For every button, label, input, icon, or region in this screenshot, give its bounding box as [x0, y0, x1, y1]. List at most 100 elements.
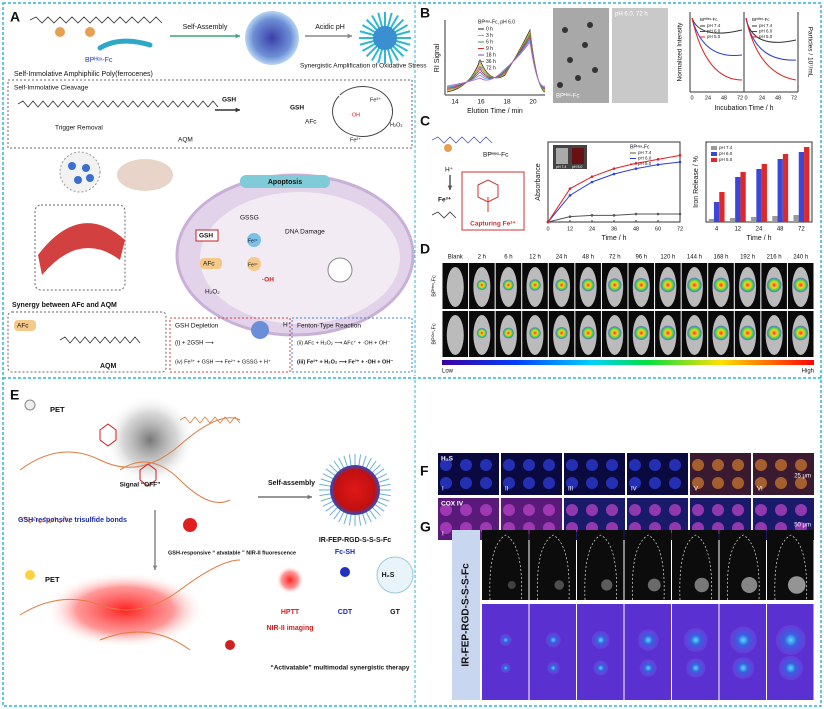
outline [489, 534, 523, 601]
particle [562, 27, 568, 33]
x-tick-label: 60 [655, 226, 661, 232]
arrow-head [347, 33, 352, 39]
label: AFc [17, 323, 29, 330]
label: Fe³⁺ [248, 262, 259, 268]
label: Fe²⁺ [350, 136, 361, 143]
label: pH 7.4 [759, 23, 773, 28]
label: ·OH [262, 277, 274, 284]
image [624, 604, 671, 700]
label: Fe³⁺ [370, 96, 381, 103]
trace [691, 17, 743, 81]
marker [612, 172, 616, 176]
ferrocene [444, 144, 452, 152]
bar [777, 159, 783, 222]
x-tick-label: 72 [677, 226, 683, 232]
signal [593, 660, 609, 676]
cell [732, 459, 744, 471]
molecule [59, 336, 141, 344]
box [7, 79, 413, 149]
mouse-image [446, 315, 464, 355]
cell [692, 459, 704, 471]
label: BPᴴᵉˣ-Fc [700, 17, 718, 22]
label: Iron Release / % [693, 156, 700, 208]
signal [687, 325, 702, 341]
box [461, 171, 525, 231]
box [34, 204, 126, 291]
label: 20 [529, 99, 537, 106]
time-label: 192 h [740, 255, 755, 261]
label: 18 h [486, 52, 496, 58]
glow [105, 395, 195, 485]
label: DNA Damage [285, 229, 325, 236]
label: GSH [290, 105, 304, 112]
bar [761, 164, 767, 222]
cell [480, 504, 492, 516]
column-label: V [694, 487, 698, 493]
cell [586, 477, 598, 489]
label: 14 [451, 99, 459, 106]
arrow-head [235, 107, 240, 113]
marker [634, 212, 638, 216]
signal [729, 626, 757, 654]
image [482, 604, 529, 700]
signal [581, 326, 595, 340]
bar [782, 154, 789, 222]
cell [629, 459, 641, 471]
signal [694, 577, 709, 593]
time-label: 216 h [767, 255, 782, 261]
signal [647, 578, 661, 592]
cell [503, 504, 515, 516]
label: AFc [305, 119, 317, 126]
box [195, 229, 219, 242]
signal [476, 279, 487, 291]
cell [460, 504, 472, 516]
box [169, 317, 291, 373]
cell [692, 504, 704, 516]
cell [523, 459, 535, 471]
outline [774, 534, 808, 601]
legend-label: pH 6.0 [638, 156, 652, 161]
cell [712, 477, 724, 489]
label: 24 [759, 95, 765, 101]
label: 3 h [486, 33, 493, 39]
nanoparticle [82, 164, 90, 172]
label: Trigger Removal [55, 125, 103, 132]
arrow-head [447, 185, 453, 190]
row-label: COX IV [441, 501, 464, 508]
signal [660, 325, 676, 341]
label: PET [50, 405, 65, 414]
image [624, 530, 671, 600]
signal [555, 326, 568, 340]
molecule [431, 211, 457, 219]
marker [678, 160, 682, 164]
particle [587, 22, 593, 28]
ferrocene [85, 27, 95, 37]
vial [556, 148, 568, 164]
cell [692, 477, 704, 489]
label: pH 5.0 [707, 34, 721, 39]
x-tick-label: 12 [567, 226, 573, 232]
label: Signal “OFF” [120, 482, 161, 489]
label: BPᴴᵉˣ-Fc [483, 152, 509, 159]
signal [793, 277, 809, 293]
trace [446, 40, 546, 87]
outline [536, 534, 570, 601]
bar [751, 217, 757, 222]
cell [775, 504, 787, 516]
label-box [452, 530, 480, 700]
trace [691, 17, 743, 34]
label: HPTT [281, 609, 300, 616]
row-label: BPᴼᶜᵗ-Fc [430, 323, 437, 344]
core [99, 423, 157, 487]
marker [656, 212, 660, 216]
label: Fenton-Type Reaction [297, 323, 361, 330]
bar [756, 169, 762, 222]
cell [460, 477, 472, 489]
bar [719, 192, 725, 222]
signal [555, 278, 568, 292]
label: GSH [199, 233, 213, 240]
time-label: 240 h [793, 255, 808, 261]
time-label: 144 h [687, 255, 702, 261]
label: Elution Time / min [467, 108, 523, 115]
